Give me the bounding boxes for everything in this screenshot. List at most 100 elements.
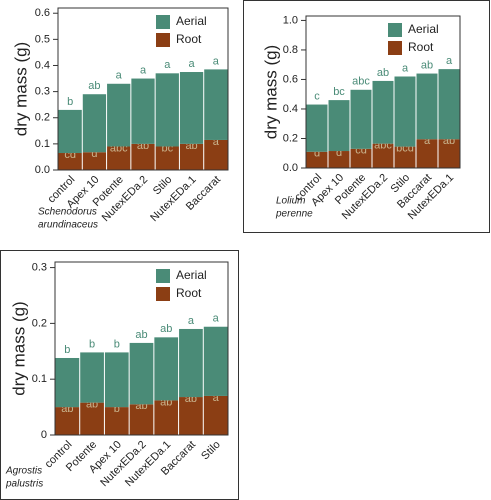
y-axis-label: dry mass (g): [9, 301, 28, 395]
bar-segment: [204, 139, 228, 170]
significance-letter: cd: [64, 149, 76, 161]
significance-letter: b: [114, 338, 120, 350]
bar-segment: [82, 94, 107, 153]
bar-segment: [107, 83, 131, 147]
bar-segment: [80, 352, 104, 403]
significance-letter: a: [446, 55, 453, 67]
bar-segment: [107, 146, 131, 170]
y-tick-label: 0.2: [32, 317, 47, 329]
y-tick-label: 0.3: [35, 86, 50, 98]
y-tick-label: 0.8: [283, 44, 298, 56]
legend-label: Aerial: [176, 14, 207, 28]
significance-letter: d: [91, 148, 97, 160]
significance-letter: b: [64, 344, 70, 356]
bar-segment: [58, 109, 82, 154]
species-caption: Schenodorus: [38, 207, 97, 218]
legend-label: Root: [176, 32, 202, 46]
y-tick-label: 0: [41, 429, 47, 441]
significance-letter: b: [114, 403, 120, 415]
significance-letter: d: [314, 148, 320, 160]
significance-letter: ab: [421, 59, 433, 71]
bar-segment: [55, 407, 80, 435]
panel-border: [243, 0, 490, 233]
bar-segment: [179, 397, 203, 435]
bar-segment: [154, 400, 179, 435]
bar-segment: [372, 80, 394, 144]
plot-frame: [54, 261, 229, 436]
y-tick-label: 1.0: [283, 14, 298, 26]
y-tick-label: 0.2: [283, 132, 298, 144]
significance-letter: a: [189, 58, 196, 70]
y-tick-label: 0.0: [283, 162, 298, 174]
legend-swatch: [156, 287, 170, 301]
bar-segment: [372, 143, 394, 168]
bar-segment: [350, 148, 372, 168]
legend-swatch: [388, 23, 402, 37]
y-axis-label: dry mass (g): [261, 45, 280, 139]
bar-segment: [438, 139, 460, 168]
significance-letter: a: [213, 55, 220, 67]
significance-letter: a: [213, 313, 220, 325]
bar-segment: [394, 146, 416, 168]
significance-letter: cd: [355, 145, 367, 157]
legend-label: Root: [176, 286, 202, 300]
bar-segment: [350, 89, 372, 149]
bar-segment: [438, 69, 460, 140]
significance-letter: c: [314, 90, 320, 102]
significance-letter: ab: [135, 329, 147, 341]
bar-segment: [203, 326, 228, 396]
species-caption: Agrostis: [5, 466, 42, 477]
y-tick-label: 0.2: [35, 112, 50, 124]
bar-segment: [179, 72, 204, 144]
bar-segment: [154, 337, 179, 401]
bar-segment: [204, 69, 228, 140]
significance-letter: ab: [88, 80, 100, 92]
bar-segment: [328, 100, 350, 152]
y-tick-label: 0.1: [32, 373, 47, 385]
legend-swatch: [156, 269, 170, 283]
legend-swatch: [156, 15, 170, 29]
significance-letter: bc: [333, 86, 345, 98]
significance-letter: ab: [160, 323, 172, 335]
legend-label: Root: [408, 40, 434, 54]
bar-segment: [328, 151, 350, 168]
y-tick-label: 0.3: [32, 261, 47, 273]
species-caption: Lolium: [276, 196, 305, 207]
bar-segment: [131, 78, 155, 144]
bar-segment: [155, 73, 179, 147]
y-tick-label: 0.4: [283, 103, 298, 115]
significance-letter: ab: [377, 67, 389, 79]
significance-letter: a: [402, 62, 409, 74]
y-tick-label: 0.0: [35, 164, 50, 176]
bar-segment: [55, 357, 80, 408]
significance-letter: a: [424, 135, 431, 147]
bar-segment: [129, 342, 154, 405]
significance-letter: a: [213, 136, 220, 148]
y-tick-label: 0.5: [35, 33, 50, 45]
species-caption: perenne: [275, 209, 313, 220]
significance-letter: a: [164, 59, 171, 71]
bar-segment: [129, 404, 154, 435]
x-tick-label: Stilo: [199, 439, 223, 463]
species-caption: arundinaceus: [38, 220, 98, 231]
bar-segment: [306, 151, 328, 168]
y-tick-label: 0.6: [35, 7, 50, 19]
bar-segment: [82, 152, 107, 170]
significance-letter: d: [336, 147, 342, 159]
bar-segment: [104, 352, 129, 408]
bar-segment: [179, 143, 204, 170]
significance-letter: a: [140, 64, 147, 76]
bar-segment: [80, 402, 104, 435]
y-axis-label: dry mass (g): [11, 42, 30, 136]
legend-label: Aerial: [176, 268, 207, 282]
significance-letter: b: [67, 96, 73, 108]
significance-letter: b: [89, 338, 95, 350]
bar-segment: [416, 73, 438, 140]
bar-segment: [155, 146, 179, 170]
y-tick-label: 0.1: [35, 138, 50, 150]
bar-segment: [306, 104, 328, 152]
y-tick-label: 0.4: [35, 59, 50, 71]
legend-swatch: [156, 33, 170, 47]
bar-segment: [394, 76, 416, 147]
bar-segment: [104, 407, 129, 435]
